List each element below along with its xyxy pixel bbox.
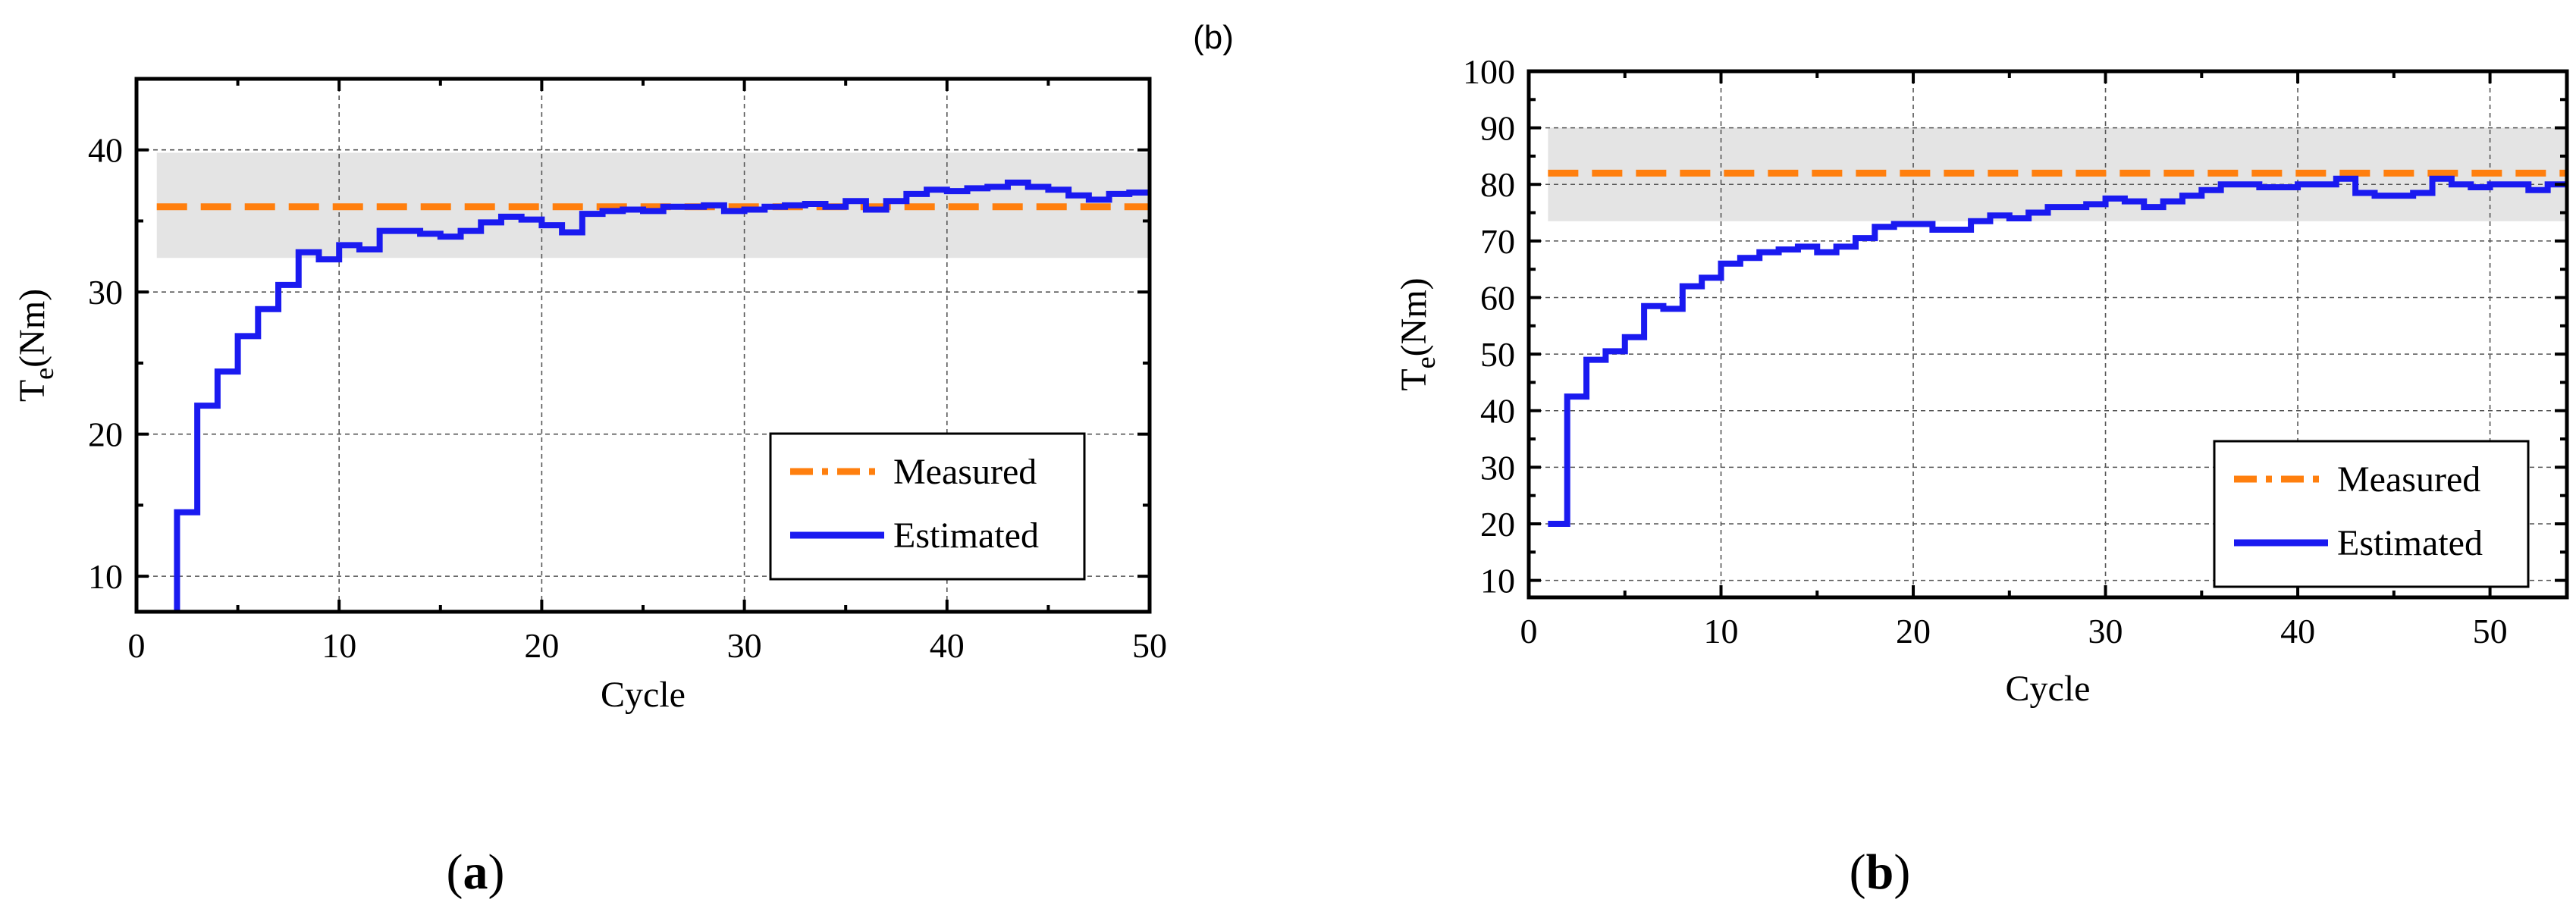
panel-label-paren-close: ) (1894, 844, 1910, 900)
chart-2: 0 10 20 30 40 50102030405060708090100CycleTe(… (1394, 52, 2569, 900)
x-tick-label: 20 (1896, 612, 1931, 650)
stray-panel-marker: (b) (1193, 19, 1234, 56)
chart-1: 0 10 20 30 40 5010203040CycleTe(Nm)MeasuredEs… (12, 77, 1167, 900)
legend-estimated-label: Estimated (2337, 523, 2483, 563)
panel-label-paren-open: ( (447, 844, 463, 900)
y-axis-title-unit: (Nm) (1394, 277, 1434, 356)
legend: Measured Estimated (769, 432, 1086, 581)
x-axis-title: Cycle (601, 675, 686, 715)
legend-measured-label: Measured (2337, 459, 2480, 500)
y-tick-label: 10 (88, 557, 123, 596)
x-tick-label: 10 (322, 626, 356, 665)
legend: Measured Estimated (2213, 440, 2530, 588)
legend-estimated-label: Estimated (893, 515, 1039, 556)
y-tick-label: 80 (1480, 165, 1515, 204)
estimated-series-line (1548, 175, 2567, 527)
x-tick-label: 0 (1520, 612, 1538, 650)
y-tick-label: 20 (88, 415, 123, 454)
x-tick-label: 50 (2473, 612, 2508, 650)
x-tick-label: 30 (727, 626, 762, 665)
x-tick-label: 40 (930, 626, 965, 665)
panel-label-paren-close: ) (488, 844, 505, 900)
y-tick-label: 50 (1480, 335, 1515, 374)
x-tick-label: 40 (2280, 612, 2315, 650)
x-tick-label: 50 (1132, 626, 1167, 665)
legend-measured-label: Measured (893, 452, 1037, 492)
y-tick-label: 30 (88, 273, 123, 312)
legend-box (769, 432, 1086, 581)
y-axis-title-subscript: e (1410, 356, 1441, 368)
y-tick-label: 90 (1480, 109, 1515, 148)
y-tick-label: 30 (1480, 448, 1515, 487)
plot-frame (1526, 69, 2569, 600)
panel-label-letter: b (1866, 844, 1894, 900)
x-tick-label: 10 (1704, 612, 1739, 650)
y-tick-label: 40 (1480, 392, 1515, 431)
panel-label: (a) (447, 844, 505, 900)
y-tick-label: 40 (88, 131, 123, 170)
x-axis-title: Cycle (2006, 669, 2091, 709)
y-axis-title-subscript: e (29, 368, 59, 380)
y-tick-label: 70 (1480, 222, 1515, 261)
y-axis-title-unit: (Nm) (12, 289, 52, 368)
panel-label-paren-open: ( (1850, 844, 1866, 900)
x-tick-label: 30 (2088, 612, 2123, 650)
estimated-series-line (174, 179, 1150, 612)
x-tick-label: 20 (524, 626, 559, 665)
y-tick-label: 10 (1480, 562, 1515, 600)
y-tick-label: 60 (1480, 278, 1515, 317)
panel-label: (b) (1850, 844, 1911, 900)
y-tick-label: 100 (1463, 52, 1515, 91)
y-axis-title: Te(Nm) (12, 289, 59, 402)
panel-label-letter: a (463, 844, 488, 900)
x-tick-label: 0 (128, 626, 146, 665)
y-tick-label: 20 (1480, 505, 1515, 544)
y-axis-title-main: T (1394, 368, 1434, 390)
legend-box (2213, 440, 2530, 588)
y-axis-title: Te(Nm) (1394, 277, 1441, 390)
y-axis-title-main: T (12, 380, 52, 402)
